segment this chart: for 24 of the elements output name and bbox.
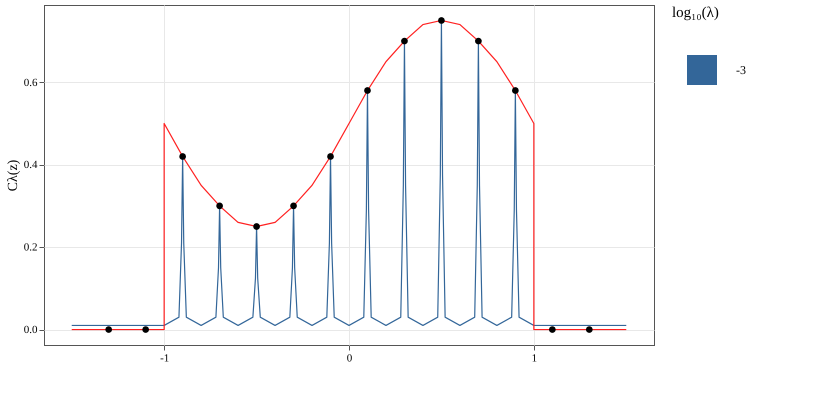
point: [290, 202, 297, 210]
legend-title: log₁₀(λ): [672, 5, 719, 21]
point: [438, 17, 445, 24]
point: [142, 326, 150, 333]
point: [548, 326, 556, 333]
point: [179, 153, 186, 160]
point: [253, 223, 260, 230]
point: [475, 38, 482, 44]
x-tick-label: 0: [346, 352, 353, 364]
y-tick-label: 0.0: [24, 324, 38, 336]
x-tick-label: 1: [532, 352, 538, 364]
y-tick-label: 0.6: [24, 76, 38, 89]
point: [512, 87, 519, 94]
x-tick-label: -1: [160, 352, 170, 364]
y-axis-title: Cλ(z): [6, 159, 21, 192]
y-tick-label: 0.4: [24, 159, 38, 172]
point: [105, 326, 112, 333]
legend-label: -3: [736, 63, 746, 77]
point: [216, 202, 223, 210]
y-tick-label: 0.2: [24, 242, 38, 254]
point: [327, 153, 334, 160]
point: [364, 87, 371, 94]
point: [401, 38, 408, 44]
point: [586, 326, 593, 333]
